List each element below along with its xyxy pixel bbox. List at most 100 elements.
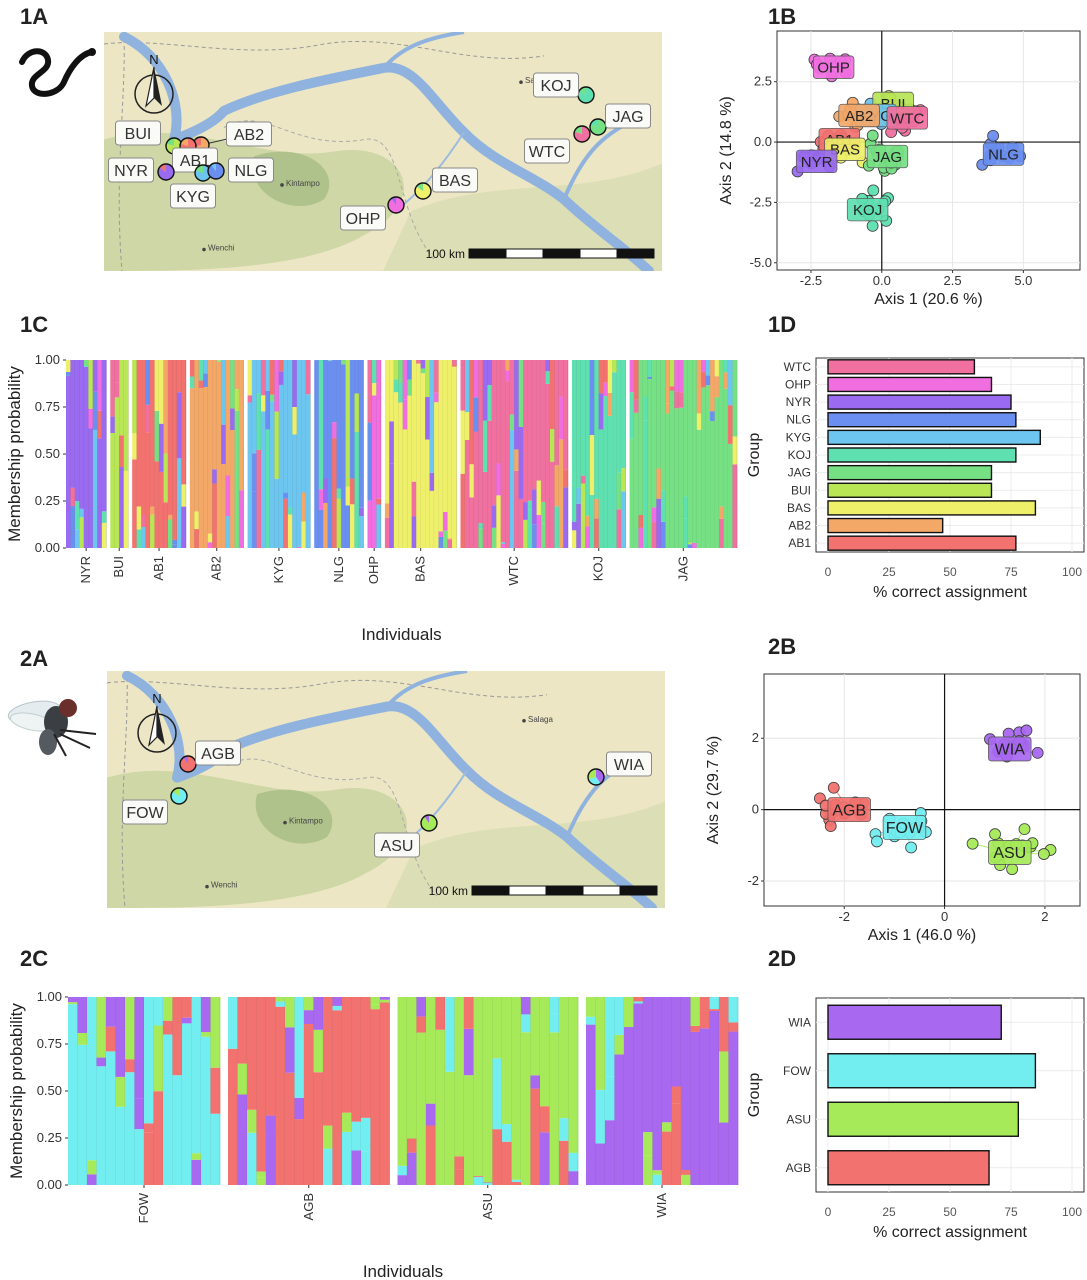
membership-segment-fow — [125, 1072, 135, 1185]
membership-segment-jag — [701, 387, 706, 548]
membership-segment-ab1 — [163, 502, 169, 548]
membership-segment-ab2 — [221, 360, 226, 425]
y-tick-label: 0.00 — [35, 540, 60, 555]
river — [385, 671, 468, 708]
x-axis-label: Individuals — [363, 1262, 443, 1280]
site-label: KOJ — [540, 78, 571, 95]
border-line — [107, 679, 548, 698]
membership-segment-nyr — [70, 506, 76, 548]
membership-segment-bas — [407, 395, 413, 548]
membership-segment-jag — [638, 515, 644, 528]
membership-segment-jag — [692, 542, 698, 546]
membership-segment-asu — [473, 1176, 484, 1177]
membership-segment-ab1 — [181, 506, 187, 548]
membership-segment-koj — [598, 360, 604, 394]
membership-segment-bas — [420, 360, 426, 369]
membership-segment-asu — [464, 1075, 474, 1185]
x-tick-label: 75 — [1004, 565, 1018, 579]
membership-segment-bas — [389, 421, 395, 464]
membership-segment-kyg — [256, 449, 262, 548]
membership-segment-ab2 — [194, 360, 200, 512]
membership-segment-wtc — [549, 461, 555, 548]
membership-segment-agb — [332, 997, 343, 1006]
membership-segment-kyg — [265, 390, 271, 430]
membership-segment-nlg — [345, 486, 351, 506]
membership-segment-bas — [411, 516, 417, 548]
site-label-box — [524, 138, 570, 164]
membership-segment-jag — [696, 413, 702, 430]
centroid-label-wia: WIA — [995, 742, 1026, 759]
membership-segment-nlg — [345, 505, 351, 548]
site-pie-wtc — [573, 125, 591, 143]
site-label: WIA — [614, 757, 645, 774]
membership-segment-ab2 — [203, 373, 209, 387]
membership-segment-bas — [429, 360, 435, 473]
bar-nlg — [827, 412, 1017, 428]
town-dot — [522, 718, 526, 723]
membership-segment-ab1 — [145, 404, 151, 433]
border-line — [104, 41, 545, 59]
membership-segment-wtc — [527, 509, 533, 548]
membership-segment-ab1 — [132, 459, 137, 548]
membership-segment-agb — [313, 1072, 324, 1185]
pie-outline — [170, 787, 188, 805]
centroid-box-ab2 — [838, 103, 880, 128]
site-pie-agb — [179, 755, 197, 773]
membership-segment-ab2 — [189, 360, 195, 377]
membership-segment-kyg — [265, 360, 271, 391]
bar-fow — [827, 1053, 1037, 1089]
membership-segment-agb — [266, 1134, 276, 1185]
membership-segment-nyr — [79, 508, 85, 518]
membership-segment-wtc — [532, 524, 537, 548]
membership-segment-agb — [332, 1005, 343, 1011]
membership-segment-asu — [416, 1016, 427, 1033]
membership-segment-nlg — [336, 360, 342, 489]
structure-chart-1c: 0.00 0.25 0.50 0.75 1.00 NYR BUI AB1 AB2 KYG NLG OH… — [5, 352, 738, 640]
category-label-ohp: OHP — [785, 377, 811, 391]
centroid-label-asu: ASU — [993, 845, 1026, 862]
membership-segment-asu — [540, 997, 550, 1107]
bar-ab2 — [827, 517, 944, 534]
membership-segment-ab1 — [136, 506, 142, 530]
membership-segment-kyg — [283, 498, 289, 548]
membership-segment-nyr — [97, 438, 103, 548]
membership-segment-nyr — [70, 487, 76, 507]
membership-segment-wtc — [478, 523, 484, 529]
membership-segment-asu — [407, 1138, 417, 1153]
membership-segment-jag — [674, 391, 680, 409]
membership-segment-kyg — [287, 514, 293, 548]
membership-segment-ab1 — [159, 423, 164, 472]
membership-segment-nyr — [97, 360, 103, 411]
membership-segment-ab1 — [172, 539, 178, 545]
membership-segment-asu — [568, 1171, 579, 1185]
site-label: BUI — [125, 126, 152, 143]
membership-segment-fow — [106, 1051, 116, 1185]
membership-segment-wia — [671, 1086, 682, 1104]
membership-segment-jag — [669, 360, 675, 387]
membership-segment-ab2 — [216, 360, 222, 362]
membership-segment-bas — [398, 382, 404, 403]
membership-segment-wtc — [473, 397, 479, 432]
membership-segment-jag — [701, 360, 706, 373]
point-nlg — [987, 129, 1000, 142]
membership-segment-ab2 — [194, 529, 200, 548]
membership-segment-asu — [435, 997, 446, 1014]
membership-segment-agb — [237, 1063, 248, 1095]
membership-segment-wtc — [469, 360, 475, 465]
scale-bar-segment — [582, 885, 621, 896]
membership-segment-wtc — [541, 523, 546, 548]
membership-segment-ab2 — [221, 424, 226, 465]
site-label-box — [195, 740, 241, 766]
y-axis-label: Membership probability — [7, 1003, 26, 1179]
membership-segment-nlg — [323, 502, 328, 548]
point-asu — [1037, 848, 1050, 860]
membership-segment-kyg — [305, 374, 311, 395]
membership-segment-koj — [612, 372, 617, 548]
membership-segment-ohp — [371, 360, 377, 384]
site-label-box — [122, 799, 168, 825]
membership-segment-wtc — [545, 371, 551, 384]
membership-segment-nyr — [88, 408, 94, 429]
category-label-wtc: WTC — [784, 360, 812, 374]
membership-segment-wia — [700, 1028, 710, 1185]
membership-segment-fow — [210, 1113, 221, 1185]
